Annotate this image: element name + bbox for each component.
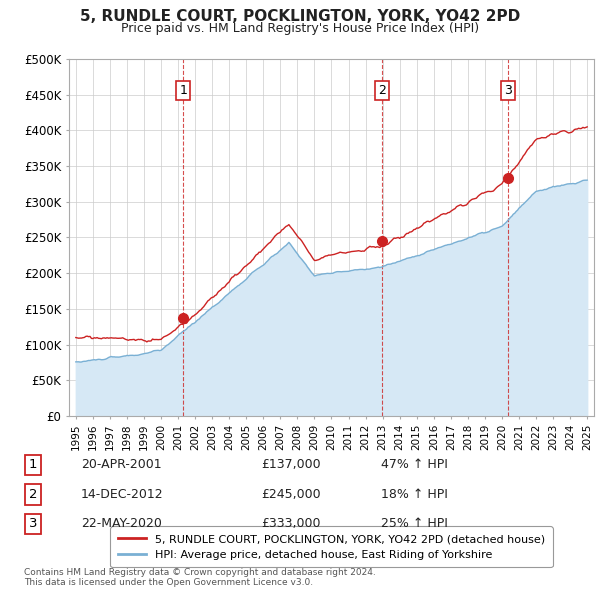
Text: 14-DEC-2012: 14-DEC-2012 xyxy=(81,488,164,501)
Text: 3: 3 xyxy=(29,517,37,530)
Text: 2: 2 xyxy=(378,84,386,97)
Text: 18% ↑ HPI: 18% ↑ HPI xyxy=(381,488,448,501)
Text: £245,000: £245,000 xyxy=(261,488,320,501)
Text: Contains HM Land Registry data © Crown copyright and database right 2024.
This d: Contains HM Land Registry data © Crown c… xyxy=(24,568,376,587)
Text: 3: 3 xyxy=(505,84,512,97)
Text: 22-MAY-2020: 22-MAY-2020 xyxy=(81,517,162,530)
Text: 5, RUNDLE COURT, POCKLINGTON, YORK, YO42 2PD: 5, RUNDLE COURT, POCKLINGTON, YORK, YO42… xyxy=(80,9,520,24)
Text: 20-APR-2001: 20-APR-2001 xyxy=(81,458,161,471)
Text: 1: 1 xyxy=(29,458,37,471)
Text: 1: 1 xyxy=(179,84,187,97)
Text: £333,000: £333,000 xyxy=(261,517,320,530)
Text: Price paid vs. HM Land Registry's House Price Index (HPI): Price paid vs. HM Land Registry's House … xyxy=(121,22,479,35)
Text: 25% ↑ HPI: 25% ↑ HPI xyxy=(381,517,448,530)
Text: 47% ↑ HPI: 47% ↑ HPI xyxy=(381,458,448,471)
Text: 2: 2 xyxy=(29,488,37,501)
Legend: 5, RUNDLE COURT, POCKLINGTON, YORK, YO42 2PD (detached house), HPI: Average pric: 5, RUNDLE COURT, POCKLINGTON, YORK, YO42… xyxy=(110,526,553,568)
Text: £137,000: £137,000 xyxy=(261,458,320,471)
